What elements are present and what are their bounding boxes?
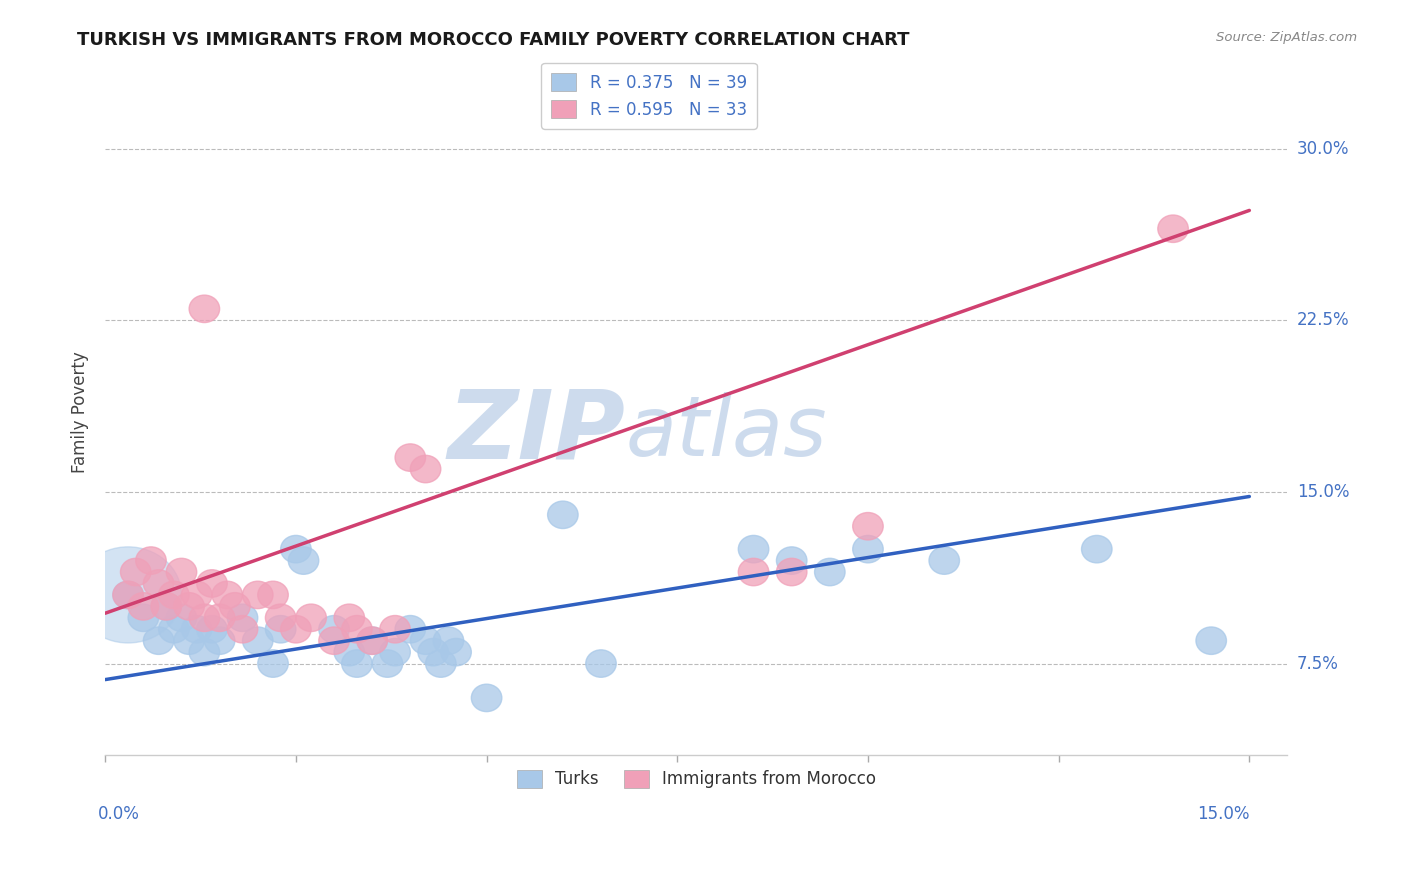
Ellipse shape (357, 627, 388, 655)
Ellipse shape (190, 295, 219, 323)
Ellipse shape (190, 639, 219, 665)
Ellipse shape (1081, 535, 1112, 563)
Ellipse shape (776, 558, 807, 586)
Ellipse shape (219, 592, 250, 620)
Ellipse shape (181, 582, 212, 608)
Ellipse shape (295, 604, 326, 632)
Ellipse shape (121, 558, 150, 586)
Ellipse shape (319, 627, 349, 655)
Ellipse shape (418, 639, 449, 665)
Ellipse shape (1197, 627, 1226, 655)
Text: 22.5%: 22.5% (1296, 311, 1350, 329)
Ellipse shape (380, 639, 411, 665)
Ellipse shape (75, 547, 181, 643)
Text: 15.0%: 15.0% (1296, 483, 1350, 501)
Text: 7.5%: 7.5% (1296, 655, 1339, 673)
Ellipse shape (204, 604, 235, 632)
Ellipse shape (357, 627, 388, 655)
Ellipse shape (426, 650, 456, 677)
Ellipse shape (204, 627, 235, 655)
Ellipse shape (112, 582, 143, 608)
Ellipse shape (319, 615, 349, 643)
Ellipse shape (150, 592, 181, 620)
Ellipse shape (738, 558, 769, 586)
Ellipse shape (411, 455, 441, 483)
Ellipse shape (929, 547, 959, 574)
Ellipse shape (166, 604, 197, 632)
Ellipse shape (373, 650, 402, 677)
Ellipse shape (395, 444, 426, 471)
Y-axis label: Family Poverty: Family Poverty (72, 351, 89, 473)
Text: 15.0%: 15.0% (1197, 805, 1250, 823)
Ellipse shape (852, 513, 883, 540)
Ellipse shape (242, 627, 273, 655)
Ellipse shape (852, 535, 883, 563)
Ellipse shape (586, 650, 616, 677)
Text: atlas: atlas (626, 392, 827, 473)
Text: TURKISH VS IMMIGRANTS FROM MOROCCO FAMILY POVERTY CORRELATION CHART: TURKISH VS IMMIGRANTS FROM MOROCCO FAMIL… (77, 31, 910, 49)
Ellipse shape (197, 570, 228, 598)
Ellipse shape (342, 615, 373, 643)
Ellipse shape (776, 547, 807, 574)
Ellipse shape (471, 684, 502, 712)
Ellipse shape (335, 604, 364, 632)
Ellipse shape (159, 582, 190, 608)
Ellipse shape (112, 582, 143, 608)
Ellipse shape (166, 558, 197, 586)
Ellipse shape (143, 627, 174, 655)
Ellipse shape (266, 604, 295, 632)
Ellipse shape (128, 592, 159, 620)
Text: 30.0%: 30.0% (1296, 140, 1350, 158)
Ellipse shape (380, 615, 411, 643)
Ellipse shape (266, 615, 295, 643)
Ellipse shape (128, 604, 159, 632)
Ellipse shape (281, 615, 311, 643)
Ellipse shape (288, 547, 319, 574)
Ellipse shape (190, 604, 219, 632)
Ellipse shape (150, 592, 181, 620)
Ellipse shape (257, 582, 288, 608)
Ellipse shape (1157, 215, 1188, 243)
Ellipse shape (738, 535, 769, 563)
Ellipse shape (257, 650, 288, 677)
Ellipse shape (181, 615, 212, 643)
Ellipse shape (281, 535, 311, 563)
Ellipse shape (395, 615, 426, 643)
Text: Source: ZipAtlas.com: Source: ZipAtlas.com (1216, 31, 1357, 45)
Ellipse shape (342, 650, 373, 677)
Ellipse shape (335, 639, 364, 665)
Text: 0.0%: 0.0% (97, 805, 139, 823)
Ellipse shape (242, 582, 273, 608)
Ellipse shape (228, 615, 257, 643)
Text: ZIP: ZIP (447, 386, 626, 479)
Ellipse shape (411, 627, 441, 655)
Legend: Turks, Immigrants from Morocco: Turks, Immigrants from Morocco (510, 763, 883, 795)
Ellipse shape (143, 570, 174, 598)
Ellipse shape (814, 558, 845, 586)
Ellipse shape (547, 501, 578, 529)
Ellipse shape (441, 639, 471, 665)
Ellipse shape (174, 627, 204, 655)
Ellipse shape (159, 615, 190, 643)
Ellipse shape (212, 582, 242, 608)
Ellipse shape (174, 592, 204, 620)
Ellipse shape (433, 627, 464, 655)
Ellipse shape (197, 615, 228, 643)
Ellipse shape (136, 547, 166, 574)
Ellipse shape (228, 604, 257, 632)
